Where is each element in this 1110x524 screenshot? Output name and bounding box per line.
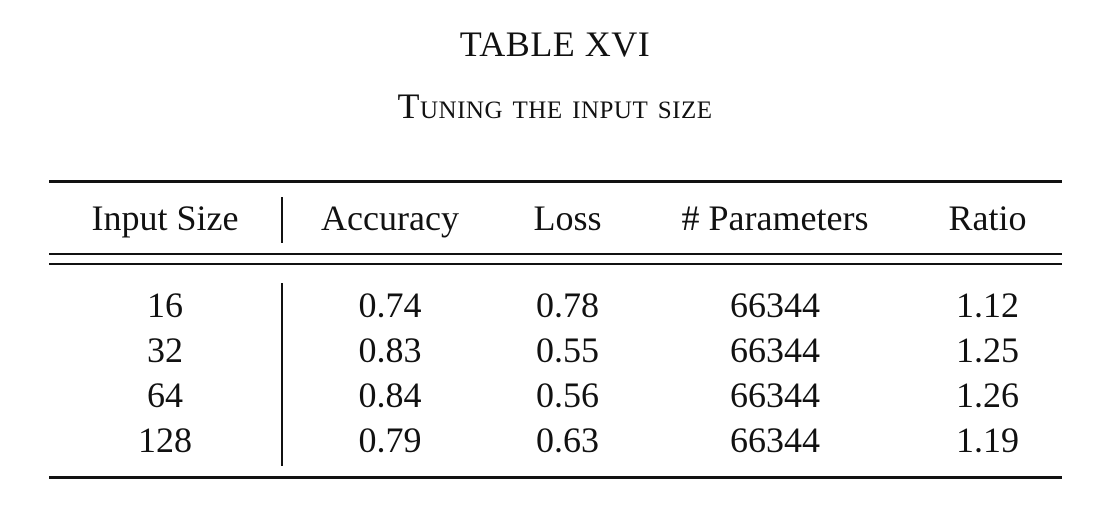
header-loss: Loss [533,198,602,238]
cell-accuracy: 0.83 [358,330,422,370]
header-accuracy: Accuracy [321,198,459,238]
bottom-rule [49,476,1062,479]
cell-ratio: 1.12 [956,285,1019,325]
cell-ratio: 1.19 [956,420,1019,460]
header-input-size: Input Size [91,198,239,238]
cell-ratio: 1.26 [956,375,1019,415]
cell-input-size: 32 [147,330,183,370]
body-column-separator [281,283,283,466]
table-label: TABLE XVI [459,24,651,64]
table-caption: Tuning the input size [397,86,713,126]
cell-loss: 0.63 [536,420,599,460]
header-rule-lower [49,263,1062,265]
cell-accuracy: 0.74 [358,285,422,325]
cell-parameters: 66344 [730,420,820,460]
cell-parameters: 66344 [730,375,820,415]
cell-loss: 0.56 [536,375,599,415]
cell-accuracy: 0.84 [358,375,422,415]
cell-accuracy: 0.79 [358,420,422,460]
cell-input-size: 16 [147,285,183,325]
cell-input-size: 128 [138,420,192,460]
cell-loss: 0.78 [536,285,599,325]
cell-ratio: 1.25 [956,330,1019,370]
header-rule-upper [49,253,1062,255]
cell-parameters: 66344 [730,330,820,370]
cell-loss: 0.55 [536,330,599,370]
header-parameters: # Parameters [681,198,869,238]
header-column-separator [281,197,283,243]
header-ratio: Ratio [948,198,1027,238]
cell-input-size: 64 [147,375,183,415]
top-rule [49,180,1062,183]
cell-parameters: 66344 [730,285,820,325]
